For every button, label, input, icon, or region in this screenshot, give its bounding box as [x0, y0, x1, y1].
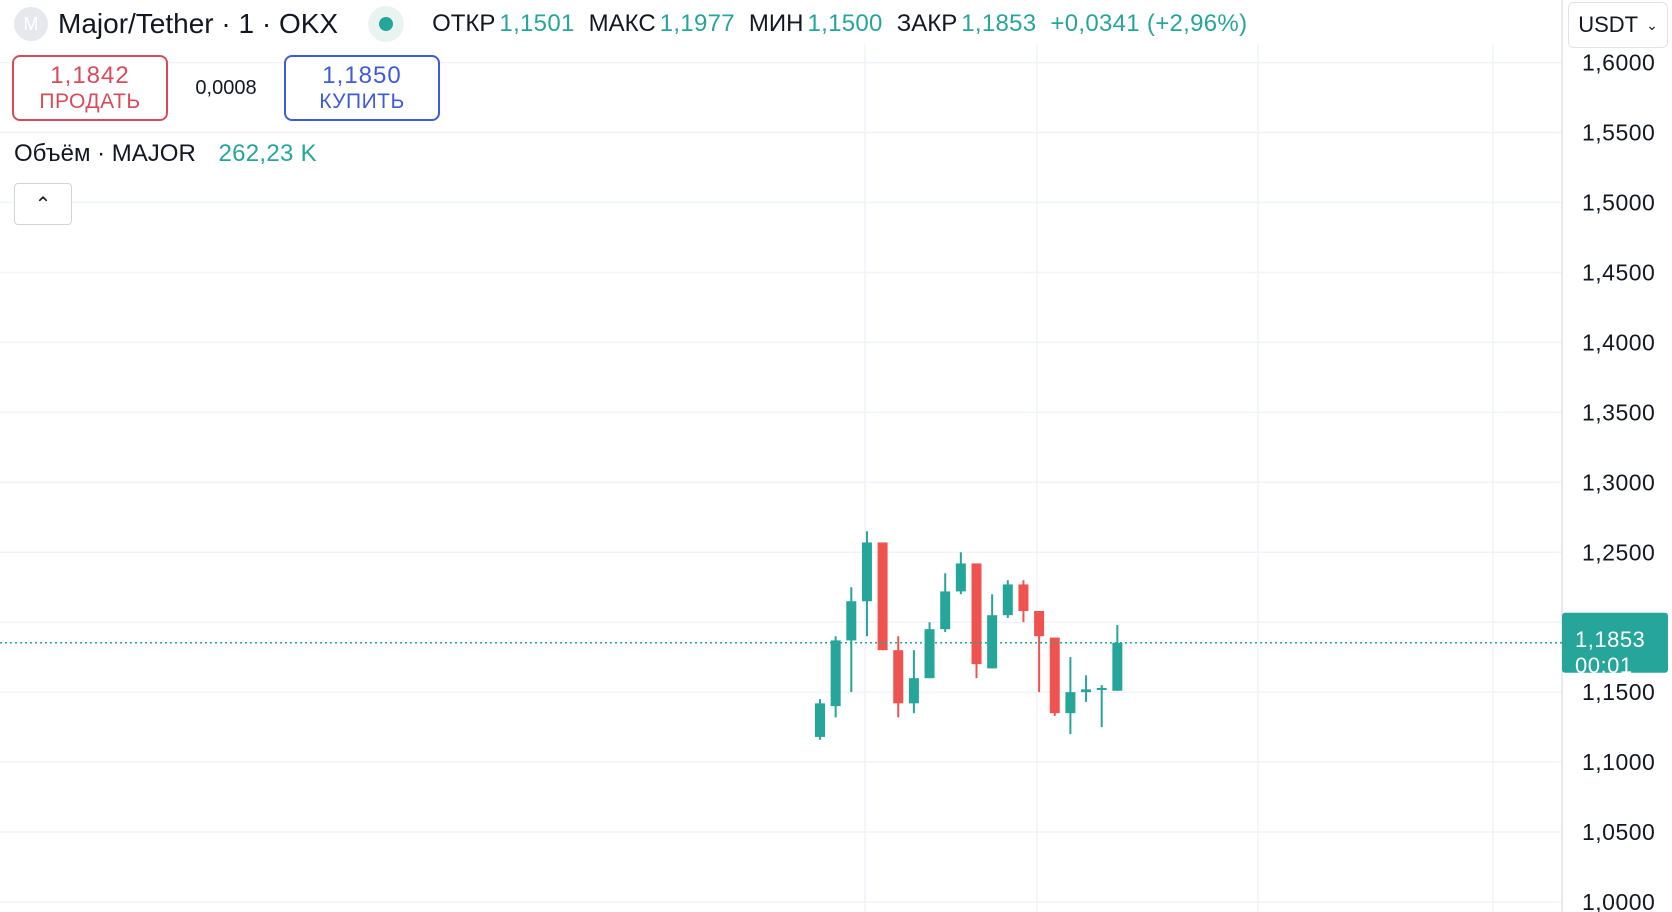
currency-label: USDT — [1578, 12, 1639, 37]
candle-body — [893, 650, 904, 704]
candle-body — [955, 563, 966, 592]
sell-label: ПРОДАТЬ — [39, 89, 141, 113]
volume-legend[interactable]: Объём · MAJOR 262,23 K — [14, 140, 317, 168]
chevron-up-icon: ⌃ — [34, 193, 52, 216]
change-value: +0,0341 (+2,96%) — [1050, 10, 1248, 37]
candle-body — [846, 601, 857, 641]
price-tick-label: 1,5500 — [1582, 120, 1655, 146]
low-value: 1,1500 — [807, 10, 883, 37]
candle-body — [815, 703, 825, 737]
price-tick-label: 1,4000 — [1582, 329, 1655, 355]
candle-body — [987, 615, 998, 669]
open-label: ОТКР — [432, 10, 496, 37]
candle-body — [971, 563, 982, 665]
ohlc-legend: ОТКР 1,1501 МАКС 1,1977 МИН 1,1500 ЗАКР … — [432, 10, 1247, 38]
open-value: 1,1501 — [499, 10, 575, 37]
high-value: 1,1977 — [659, 10, 735, 37]
price-tick-label: 1,0000 — [1582, 889, 1655, 912]
chevron-down-icon: ⌄ — [1646, 16, 1658, 33]
buy-label: КУПИТЬ — [319, 89, 405, 113]
market-open-dot-icon — [379, 17, 394, 31]
candle-body — [908, 678, 919, 704]
high-label: МАКС — [588, 10, 656, 37]
sell-price: 1,1842 — [50, 62, 130, 90]
price-tick-label: 1,3500 — [1582, 399, 1655, 425]
candle-body — [1034, 611, 1045, 637]
candle-body — [1002, 584, 1013, 616]
last-price-label: 1,1853 — [1575, 627, 1645, 652]
candle-body — [1112, 642, 1123, 691]
price-tick-label: 1,1500 — [1582, 679, 1655, 705]
candle-body — [940, 591, 951, 630]
sell-button[interactable]: 1,1842 ПРОДАТЬ — [12, 55, 168, 121]
close-label: ЗАКР — [896, 10, 958, 37]
collapse-legend-button[interactable]: ⌃ — [14, 183, 72, 225]
major-coin-icon: M — [14, 7, 48, 41]
trade-panel: 1,1842 ПРОДАТЬ 0,0008 1,1850 КУПИТЬ — [12, 55, 440, 121]
candle-body — [830, 640, 841, 707]
candlestick-series — [0, 531, 1562, 740]
price-tick-label: 1,3000 — [1582, 469, 1655, 495]
price-tick-label: 1,1000 — [1582, 749, 1655, 775]
market-status-icon[interactable] — [368, 6, 405, 42]
low-label: МИН — [748, 10, 804, 37]
candle-body — [924, 629, 935, 679]
candle-body — [1065, 692, 1076, 714]
chart-grid — [0, 0, 1563, 912]
candle-body — [1018, 584, 1029, 612]
price-tick-label: 1,5000 — [1582, 190, 1655, 216]
volume-label: Объём · MAJOR — [14, 140, 196, 167]
price-tick-label: 1,0500 — [1582, 819, 1655, 845]
price-tick-label: 1,6000 — [1582, 50, 1655, 76]
currency-selector[interactable]: USDT ⌄ — [1568, 2, 1668, 48]
candle-body — [1081, 689, 1092, 693]
candle-body — [1096, 687, 1107, 690]
spread-value: 0,0008 — [195, 76, 257, 99]
last-price-box — [1562, 612, 1668, 673]
candle-body — [1049, 637, 1060, 714]
buy-price: 1,1850 — [322, 62, 402, 90]
close-value: 1,1853 — [961, 10, 1037, 37]
chart-header: M Major/Tether · 1 · OKX ОТКР 1,1501 МАК… — [14, 6, 1247, 42]
price-axis[interactable]: 1,00001,05001,10001,15001,20001,25001,30… — [1562, 50, 1668, 912]
candle-body — [861, 542, 872, 602]
symbol-title[interactable]: Major/Tether · 1 · OKX — [58, 8, 339, 39]
buy-button[interactable]: 1,1850 КУПИТЬ — [284, 55, 440, 121]
price-tick-label: 1,4500 — [1582, 259, 1655, 285]
price-tick-label: 1,2500 — [1582, 539, 1655, 565]
bar-countdown-label: 00:01 — [1575, 653, 1633, 678]
candle-body — [877, 542, 888, 651]
volume-value: 262,23 K — [218, 140, 317, 167]
